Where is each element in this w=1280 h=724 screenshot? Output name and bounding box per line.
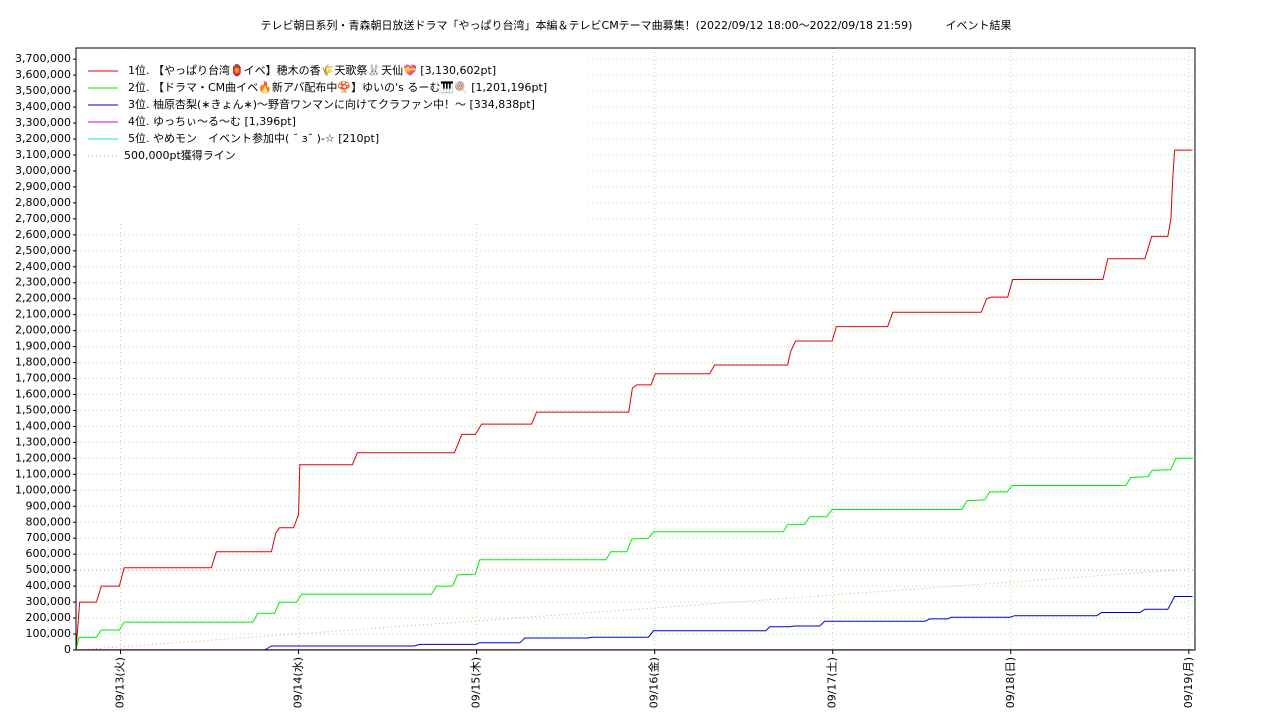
y-tick-label: 3,000,000 — [15, 164, 71, 177]
y-tick-label: 500,000 — [26, 563, 72, 576]
series-line — [76, 597, 1193, 651]
series-line — [76, 150, 1193, 650]
y-tick-label: 2,700,000 — [15, 212, 71, 225]
y-tick-label: 900,000 — [26, 499, 72, 512]
y-tick-label: 400,000 — [26, 579, 72, 592]
chart-title: テレビ朝日系列・青森朝日放送ドラマ「やっぱり台湾」本編＆テレビCMテーマ曲募集！… — [261, 18, 1012, 32]
y-tick-label: 2,400,000 — [15, 260, 71, 273]
x-tick-label: 09/16(金) — [647, 657, 661, 708]
series-line — [76, 458, 1193, 650]
x-tick-label: 09/19(月) — [1182, 657, 1195, 708]
legend-label: 1位. 【やっぱり台湾🏮イベ】穂木の香🌾天歌祭🐰天仙💝 [3,130,602pt… — [128, 63, 496, 77]
y-tick-label: 800,000 — [26, 515, 72, 528]
legend-label: 5位. やめモン イベント参加中( ˘ ɜ˘ )-☆ [210pt] — [128, 131, 379, 145]
y-tick-label: 1,100,000 — [15, 467, 71, 480]
x-tick-label: 09/13(火) — [114, 657, 127, 708]
y-tick-label: 1,900,000 — [15, 340, 71, 353]
series-line — [76, 570, 1174, 650]
y-tick-label: 3,400,000 — [15, 100, 71, 113]
y-tick-label: 1,600,000 — [15, 388, 71, 401]
y-tick-label: 2,800,000 — [15, 196, 71, 209]
y-tick-label: 0 — [64, 643, 71, 656]
y-tick-label: 3,300,000 — [15, 116, 71, 129]
y-tick-label: 3,500,000 — [15, 84, 71, 97]
y-tick-label: 2,300,000 — [15, 276, 71, 289]
x-tick-label: 09/17(土) — [826, 657, 839, 708]
y-tick-label: 3,100,000 — [15, 148, 71, 161]
y-tick-label: 2,600,000 — [15, 228, 71, 241]
y-tick-label: 3,600,000 — [15, 68, 71, 81]
y-tick-label: 100,000 — [26, 627, 72, 640]
plot — [76, 150, 1195, 650]
y-tick-label: 1,700,000 — [15, 372, 71, 385]
y-tick-label: 1,000,000 — [15, 483, 71, 496]
y-tick-label: 1,400,000 — [15, 419, 71, 432]
y-tick-label: 2,100,000 — [15, 308, 71, 321]
x-tick-label: 09/18(日) — [1004, 657, 1017, 708]
y-tick-label: 3,200,000 — [15, 132, 71, 145]
y-tick-label: 600,000 — [26, 547, 72, 560]
y-tick-label: 2,900,000 — [15, 180, 71, 193]
legend-label: 2位. 【ドラマ・CM曲イベ🔥新アバ配布中🍄】ゆいの's るーむ🎹🍭 [1,20… — [128, 80, 547, 94]
y-tick-label: 3,700,000 — [15, 52, 71, 65]
x-tick-label: 09/15(木) — [470, 657, 483, 708]
y-tick-label: 1,200,000 — [15, 451, 71, 464]
y-tick-label: 2,500,000 — [15, 244, 71, 257]
y-tick-label: 300,000 — [26, 595, 72, 608]
y-tick-label: 2,000,000 — [15, 324, 71, 337]
y-tick-label: 1,500,000 — [15, 403, 71, 416]
y-tick-label: 200,000 — [26, 611, 72, 624]
legend-label: 4位. ゆっちぃ〜る〜む [1,396pt] — [128, 114, 296, 128]
y-tick-label: 1,800,000 — [15, 356, 71, 369]
y-tick-label: 700,000 — [26, 531, 72, 544]
x-tick-label: 09/14(水) — [292, 657, 305, 708]
legend-label: 500,000pt獲得ライン — [124, 149, 236, 162]
legend-label: 3位. 柚原杏梨(∗きょん∗)〜野音ワンマンに向けてクラファン中！〜 [334,… — [128, 97, 535, 111]
y-tick-label: 1,300,000 — [15, 435, 71, 448]
y-tick-label: 2,200,000 — [15, 292, 71, 305]
